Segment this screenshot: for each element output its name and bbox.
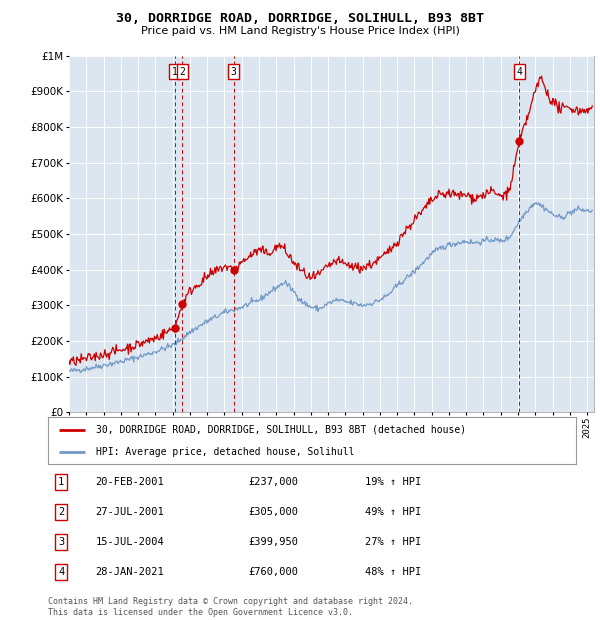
Text: 2: 2 [58, 507, 64, 517]
Text: £237,000: £237,000 [248, 477, 299, 487]
Text: 1: 1 [172, 67, 178, 77]
Text: 30, DORRIDGE ROAD, DORRIDGE, SOLIHULL, B93 8BT (detached house): 30, DORRIDGE ROAD, DORRIDGE, SOLIHULL, B… [95, 425, 466, 435]
Text: £305,000: £305,000 [248, 507, 299, 517]
Text: £760,000: £760,000 [248, 567, 299, 577]
Text: 30, DORRIDGE ROAD, DORRIDGE, SOLIHULL, B93 8BT: 30, DORRIDGE ROAD, DORRIDGE, SOLIHULL, B… [116, 12, 484, 25]
Text: 2: 2 [179, 67, 185, 77]
Text: 3: 3 [58, 537, 64, 547]
Text: 28-JAN-2021: 28-JAN-2021 [95, 567, 164, 577]
Text: 27-JUL-2001: 27-JUL-2001 [95, 507, 164, 517]
Text: 48% ↑ HPI: 48% ↑ HPI [365, 567, 421, 577]
Text: 49% ↑ HPI: 49% ↑ HPI [365, 507, 421, 517]
Text: 3: 3 [231, 67, 236, 77]
Text: 4: 4 [517, 67, 523, 77]
Text: 20-FEB-2001: 20-FEB-2001 [95, 477, 164, 487]
Text: 15-JUL-2004: 15-JUL-2004 [95, 537, 164, 547]
Text: Contains HM Land Registry data © Crown copyright and database right 2024.
This d: Contains HM Land Registry data © Crown c… [48, 598, 413, 617]
Text: 27% ↑ HPI: 27% ↑ HPI [365, 537, 421, 547]
Text: 4: 4 [58, 567, 64, 577]
Text: £399,950: £399,950 [248, 537, 299, 547]
Text: 1: 1 [58, 477, 64, 487]
Text: 19% ↑ HPI: 19% ↑ HPI [365, 477, 421, 487]
Text: HPI: Average price, detached house, Solihull: HPI: Average price, detached house, Soli… [95, 447, 354, 457]
Text: Price paid vs. HM Land Registry's House Price Index (HPI): Price paid vs. HM Land Registry's House … [140, 26, 460, 36]
